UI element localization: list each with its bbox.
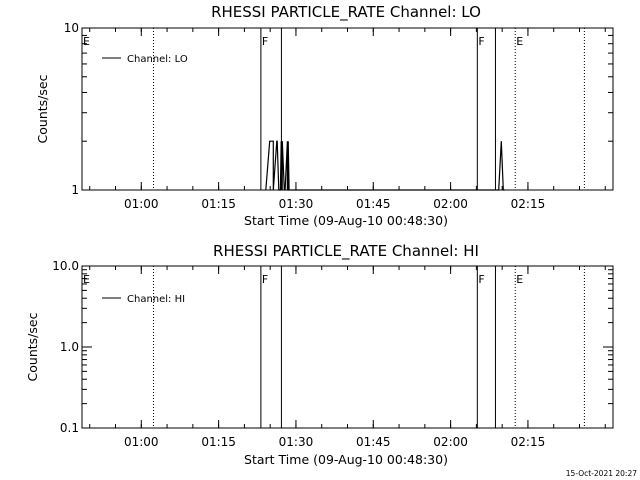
x-axis-label-lo: Start Time (09-Aug-10 00:48:30) (244, 213, 448, 228)
chart-title-lo: RHESSI PARTICLE_RATE Channel: LO (211, 3, 481, 22)
event-marker-label: F (478, 35, 484, 48)
event-marker-label: E (516, 273, 523, 286)
event-marker-label: E (516, 35, 523, 48)
x-tick-label: 01:30 (279, 197, 314, 211)
x-tick-label: 01:15 (201, 435, 236, 449)
y-ticks-hi: 0.1 1.0 10.0 (52, 259, 613, 435)
event-marker-label: E (83, 35, 90, 48)
y-tick-label: 1 (71, 183, 79, 197)
x-tick-label: 02:00 (433, 435, 468, 449)
y-tick-label: 1.0 (60, 340, 79, 354)
x-tick-label: 01:00 (124, 435, 159, 449)
y-axis-label-hi: Counts/sec (25, 312, 40, 381)
x-ticks-hi: 01:00 01:15 01:30 01:45 02:00 02:15 (89, 266, 606, 449)
event-marker-label: F (262, 273, 268, 286)
y-axis-label-lo: Counts/sec (35, 74, 50, 143)
x-tick-label: 02:15 (511, 435, 546, 449)
x-axis-label-hi: Start Time (09-Aug-10 00:48:30) (244, 452, 448, 467)
plot-frame-lo (81, 27, 614, 191)
panel-lo: RHESSI PARTICLE_RATE Channel: LO 01:00 01… (35, 3, 614, 228)
y-tick-label: 0.1 (60, 421, 79, 435)
series-lo (265, 140, 505, 191)
legend-label-hi: Channel: HI (127, 294, 185, 305)
x-ticks-lo: 01:00 01:15 01:30 01:45 02:00 02:15 (89, 28, 606, 211)
chart-title-hi: RHESSI PARTICLE_RATE Channel: HI (213, 242, 479, 261)
x-tick-label: 02:00 (433, 197, 468, 211)
legend-hi: Channel: HI (102, 294, 185, 305)
event-marker-label: E (83, 273, 90, 286)
y-ticks-lo: 1 10 (64, 21, 613, 197)
plot-frame-hi (81, 265, 614, 429)
y-tick-label: 10 (64, 21, 79, 35)
x-tick-label: 01:45 (356, 435, 391, 449)
series-line (265, 140, 505, 191)
y-tick-label: 10.0 (52, 259, 79, 273)
legend-label-lo: Channel: LO (127, 54, 188, 65)
x-tick-label: 01:30 (279, 435, 314, 449)
event-marker-label: F (478, 273, 484, 286)
legend-lo: Channel: LO (102, 54, 188, 65)
x-tick-label: 01:45 (356, 197, 391, 211)
footer-timestamp: 15-Oct-2021 20:27 (566, 469, 637, 478)
x-tick-label: 01:00 (124, 197, 159, 211)
x-tick-label: 01:15 (201, 197, 236, 211)
x-tick-label: 02:15 (511, 197, 546, 211)
event-marker-label: F (262, 35, 268, 48)
panel-hi: RHESSI PARTICLE_RATE Channel: HI 01:00 01… (25, 242, 614, 467)
